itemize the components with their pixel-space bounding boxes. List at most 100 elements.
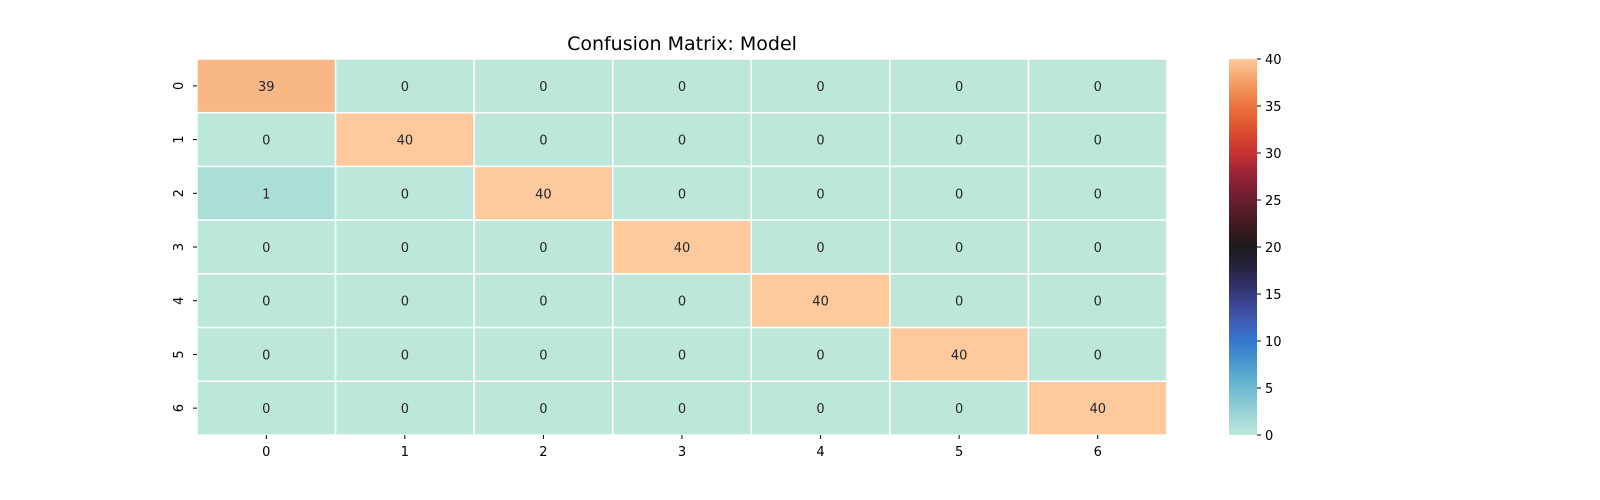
cell-value-label: 40 [397,134,414,149]
cell-value-label: 0 [262,402,270,417]
cell-value-label: 40 [1089,402,1106,417]
x-tick-label: 5 [955,445,963,460]
heatmap-cell [196,58,337,114]
x-tick-label: 1 [401,445,409,460]
cell-value-label: 0 [539,295,547,310]
heatmap-cell [473,111,614,168]
cell-value-label: 0 [816,134,824,149]
cell-value-label: 0 [678,134,686,149]
cell-value-label: 40 [674,241,691,256]
x-tick-label: 3 [678,445,686,460]
heatmap-cell [196,380,337,436]
cell-value-label: 40 [812,295,829,310]
heatmap-cell [334,326,475,383]
cell-value-label: 0 [1094,80,1102,95]
cell-value-label: 0 [955,187,963,202]
x-tick-label: 0 [262,445,270,460]
heatmap-cell [889,219,1030,275]
heatmap-cell [611,380,753,436]
cell-value-label: 0 [1094,348,1102,363]
y-tick-label: 5 [172,350,187,358]
colorbar-tick-label: 40 [1265,53,1282,68]
heatmap-cell [473,273,614,329]
colorbar-gradient [1229,59,1257,435]
y-tick-label: 1 [172,135,187,143]
heatmap-cell [334,165,475,221]
cell-value-label: 0 [955,80,963,95]
heatmap-cell [473,165,614,221]
cell-value-label: 0 [401,295,409,310]
cell-value-label: 0 [816,402,824,417]
cell-value-label: 0 [262,241,270,256]
colorbar [1229,59,1257,435]
cell-value-label: 0 [539,402,547,417]
cell-value-label: 0 [1094,241,1102,256]
heatmap-cell [889,165,1030,221]
y-tick-label: 4 [172,297,187,305]
cell-value-label: 0 [678,348,686,363]
y-tick-label: 2 [172,189,187,197]
cell-value-label: 0 [262,295,270,310]
heatmap-cell [611,219,753,275]
cell-value-label: 0 [678,295,686,310]
heatmap-cell [1027,219,1168,275]
cell-value-label: 0 [816,241,824,256]
colorbar-tick-label: 20 [1265,241,1282,256]
cell-value-label: 40 [535,187,552,202]
chart-title: Confusion Matrix: Model [567,33,797,55]
cell-value-label: 0 [955,295,963,310]
heatmap-cell [611,165,753,221]
cell-value-label: 0 [1094,187,1102,202]
heatmap-cell [196,219,337,275]
cell-value-label: 0 [401,241,409,256]
cell-value-label: 0 [401,80,409,95]
heatmap-cells [196,58,1168,436]
heatmap-cell [1027,165,1168,221]
y-tick-label: 0 [172,82,187,90]
heatmap-cell [1027,326,1168,383]
cell-value-label: 0 [539,348,547,363]
cell-value-label: 1 [262,187,270,202]
cell-value-label: 0 [401,402,409,417]
cell-value-label: 0 [1094,295,1102,310]
colorbar-tick-label: 30 [1265,147,1282,162]
cell-value-label: 0 [1094,134,1102,149]
x-tick-label: 4 [816,445,824,460]
colorbar-tick-label: 5 [1265,382,1273,397]
heatmap-cell [196,273,337,329]
y-tick-label: 3 [172,243,187,251]
cell-value-label: 40 [951,348,968,363]
heatmap-cell [196,326,337,383]
cell-value-label: 0 [401,348,409,363]
colorbar-tick-label: 0 [1265,429,1273,444]
cell-value-label: 0 [678,80,686,95]
heatmap-cell [1027,111,1168,168]
cell-value-label: 0 [816,348,824,363]
heatmap-cell [750,326,891,383]
cell-value-label: 0 [816,187,824,202]
cell-value-label: 0 [816,80,824,95]
x-tick-label: 2 [539,445,547,460]
heatmap-cell [473,380,614,436]
colorbar-tick-label: 10 [1265,335,1282,350]
cell-value-label: 0 [539,80,547,95]
cell-value-label: 0 [401,187,409,202]
heatmap-cell [750,165,891,221]
cell-value-label: 0 [955,134,963,149]
colorbar-tick-label: 25 [1265,194,1282,209]
cell-value-label: 0 [539,134,547,149]
heatmap-cell [750,380,891,436]
x-axis-ticks: 0 1 2 3 4 5 6 [262,435,1102,460]
heatmap-cell [889,58,1030,114]
cell-value-label: 0 [539,241,547,256]
cell-value-label: 0 [262,134,270,149]
cell-value-label: 0 [262,348,270,363]
x-tick-label: 6 [1094,445,1102,460]
heatmap-cell [473,58,614,114]
cell-value-label: 0 [955,241,963,256]
cell-value-label: 39 [258,80,275,95]
heatmap-cell [611,326,753,383]
heatmap-cell-labels: 39 0 0 0 0 0 0 0 40 0 0 0 0 0 1 0 40 0 0 0 0 0 0 0 40 0 0 0 0 0 0 0 40 0 0… [258,80,1106,417]
heatmap-cell [889,380,1030,436]
